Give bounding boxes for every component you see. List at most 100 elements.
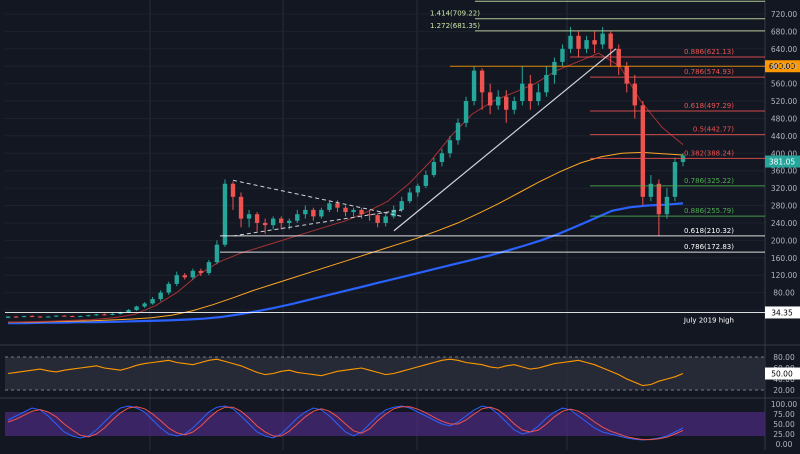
candle-body [608, 34, 612, 49]
y-tick-label: 80.00 [773, 289, 795, 298]
candle-body [327, 203, 331, 210]
fib-level-label: 1.272(681.35) [430, 22, 480, 30]
fib-level-label: 0.886(255.79) [684, 207, 734, 215]
y-tick-label: 120.00 [771, 271, 797, 280]
candle-body [343, 208, 347, 212]
rsi-tick-label: 20.00 [773, 386, 795, 395]
candle-body [38, 317, 42, 318]
candle-body [496, 97, 500, 106]
y-tick-label: 200.00 [771, 236, 797, 245]
candle-body [375, 215, 379, 223]
candle-body [504, 97, 508, 110]
candle-body [279, 219, 283, 223]
y-tick-label: 320.00 [771, 184, 797, 193]
candle-body [191, 271, 195, 278]
candle-body [175, 275, 179, 284]
candle-body [673, 162, 677, 197]
y-tick-label: 600.00 [771, 62, 797, 71]
y-tick-label: 160.00 [771, 254, 797, 263]
candle-body [150, 299, 154, 303]
candle-body [303, 210, 307, 214]
fib-level-label: 0.618(210.32) [684, 227, 734, 235]
candle-body [22, 316, 26, 317]
candle-body [271, 219, 275, 226]
candle-body [464, 101, 468, 123]
y-tick-label: 720.00 [771, 10, 797, 19]
fib-level-label: 0.382(388.24) [684, 149, 734, 157]
candle-body [14, 317, 18, 318]
stoch-band [5, 412, 765, 436]
candle-body [665, 197, 669, 214]
candle-body [625, 66, 629, 83]
fib-level-label: 0.786(574.93) [684, 68, 734, 76]
candle-body [400, 201, 404, 210]
candle-body [86, 315, 90, 316]
y-tick-label: 440.00 [771, 132, 797, 141]
fib-level-label: 0.786(325.22) [684, 177, 734, 185]
stoch-tick-label: 0.00 [776, 440, 793, 449]
candle-body [183, 275, 187, 277]
candle-body [30, 316, 34, 317]
candle-body [94, 314, 98, 315]
candle-body [102, 314, 106, 315]
candle-body [472, 71, 476, 101]
candle-body [295, 214, 299, 221]
candle-body [231, 184, 235, 197]
candle-body [456, 123, 460, 140]
candle-body [440, 153, 444, 162]
candle-body [424, 175, 428, 186]
stoch-tick-label: 50.00 [773, 420, 795, 429]
stoch-tick-label: 100.00 [771, 400, 797, 409]
candle-body [134, 307, 138, 310]
y-tick-label: 520.00 [771, 97, 797, 106]
candle-body [584, 40, 588, 49]
candle-body [54, 316, 58, 317]
candle-body [359, 210, 363, 214]
y-tick-label: 240.00 [771, 219, 797, 228]
candle-body [657, 184, 661, 214]
stoch-tick-label: 25.00 [773, 430, 795, 439]
candle-body [488, 92, 492, 105]
candle-body [263, 223, 267, 225]
candle-body [62, 316, 66, 317]
rsi-current-label: 50.00 [771, 370, 793, 379]
candle-body [78, 316, 82, 317]
candle-body [239, 197, 243, 219]
candle-body [544, 75, 548, 92]
candle-body [416, 186, 420, 193]
candle-body [383, 216, 387, 223]
rsi-tick-label: 80.00 [773, 353, 795, 362]
candle-body [70, 316, 74, 317]
candle-body [480, 71, 484, 93]
y-tick-label: 640.00 [771, 45, 797, 54]
candle-body [335, 203, 339, 207]
fib-level-label: 0.786(172.83) [684, 243, 734, 251]
candle-body [215, 245, 219, 262]
fib-level-label: 0.886(621.13) [684, 48, 734, 56]
candle-body [6, 317, 10, 318]
candle-body [319, 210, 323, 217]
candle-body [641, 105, 645, 196]
candle-body [408, 192, 412, 201]
candle-body [576, 36, 580, 49]
candle-body [167, 284, 171, 293]
y-tick-label: 680.00 [771, 27, 797, 36]
fib-level-label: 0.5(442.77) [693, 126, 734, 134]
candle-body [560, 49, 564, 62]
level-label: July 2019 high [683, 316, 734, 324]
y-tick-label: 280.00 [771, 202, 797, 211]
candle-body [287, 221, 291, 223]
candle-body [247, 214, 251, 218]
stoch-tick-label: 75.00 [773, 410, 795, 419]
candle-body [600, 34, 604, 45]
rsi-band [5, 357, 765, 390]
candle-body [255, 214, 259, 223]
candle-body [142, 303, 146, 306]
candle-body [311, 210, 315, 217]
candle-body [207, 262, 211, 273]
fib-level-label: 0.618(497.29) [684, 102, 734, 110]
candle-body [351, 210, 355, 212]
